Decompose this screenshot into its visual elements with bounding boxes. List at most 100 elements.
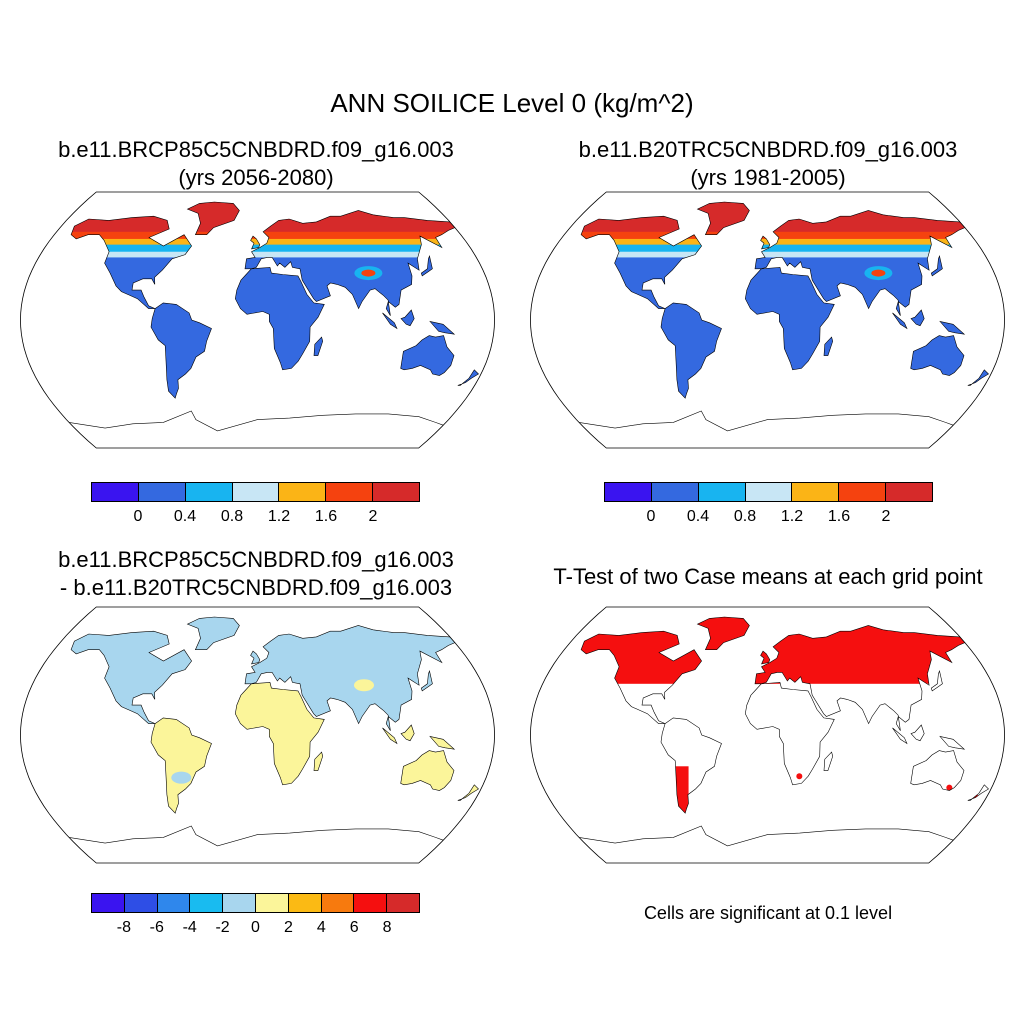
- colorbar-swatch: [326, 483, 374, 501]
- colorbar-swatch: [605, 483, 652, 501]
- land-fill-northamerica: [71, 216, 192, 309]
- coastline-japan: [420, 669, 433, 692]
- significant-region-north: [581, 617, 989, 684]
- coastline-japan: [930, 669, 943, 692]
- land-fill-madagascar: [824, 752, 833, 771]
- land-fill-newzealand: [457, 369, 479, 386]
- colorbar-tick-label: 0: [646, 508, 656, 525]
- colorbar-tick-label: -2: [215, 919, 230, 936]
- coastline-newguinea: [429, 320, 456, 335]
- land-fill-madagascar: [314, 337, 323, 356]
- coastline-northamerica: [70, 630, 192, 724]
- panel-1-title: b.e11.BRCP85C5CNBDRD.f09_g16.003 (yrs 20…: [0, 136, 512, 192]
- significant-cell: [796, 773, 803, 780]
- land-fill-sumatra: [892, 312, 907, 329]
- coastline-greenland: [696, 201, 750, 235]
- land-fill-australia: [910, 335, 964, 376]
- coastline-antarctica: [578, 825, 954, 847]
- colorbar-tick-label: 1.6: [314, 508, 338, 525]
- coastline-northamerica: [580, 630, 702, 724]
- panel-4-title-line1: T-Test of two Case means at each grid po…: [553, 564, 983, 589]
- coastline-australia: [910, 750, 965, 791]
- globe-outline: [530, 191, 1005, 449]
- land-fill-africa: [235, 267, 325, 370]
- colorbar-swatch: [157, 894, 191, 912]
- colorbar-swatch: [886, 483, 933, 501]
- coastline-madagascar: [313, 336, 324, 356]
- coastline-australia: [910, 335, 965, 376]
- colorbar-ticks-panel-2: 0 0.4 0.8 1.2 1.6 2: [604, 508, 933, 528]
- coastline-eurasia: [754, 625, 966, 731]
- colorbar-swatch: [124, 894, 158, 912]
- colorbar-tick-label: -4: [182, 919, 197, 936]
- colorbar-tick-label: 8: [382, 919, 392, 936]
- coastline-borneo: [400, 724, 415, 742]
- coastline-antarctica: [68, 825, 444, 847]
- colorbar-swatch: [279, 483, 327, 501]
- colorbar-tick-label: -8: [116, 919, 132, 936]
- land-fill-southamerica: [661, 718, 722, 813]
- coastline-eurasia: [244, 210, 456, 316]
- colorbar-tick-label: 2: [283, 919, 293, 936]
- panel-3-title: b.e11.BRCP85C5CNBDRD.f09_g16.003 - b.e11…: [0, 546, 512, 602]
- colorbar-swatch: [354, 894, 388, 912]
- coastline-antarctica: [68, 410, 444, 432]
- land-fill-australia: [911, 751, 964, 791]
- colorbar-tick-label: -6: [149, 919, 164, 936]
- coastline-japan: [420, 254, 433, 277]
- coastline-greenland: [186, 201, 240, 235]
- panel-3-title-line1: b.e11.BRCP85C5CNBDRD.f09_g16.003: [58, 547, 454, 572]
- land-fill-southamerica: [151, 302, 212, 399]
- panel-1-title-line2: (yrs 2056-2080): [178, 165, 334, 190]
- globe-outline: [530, 606, 1005, 864]
- coastline-uk: [760, 650, 771, 665]
- soilice-band: [581, 246, 965, 258]
- coastline-uk: [760, 235, 771, 250]
- colorbar-swatch: [92, 894, 125, 912]
- colorbar-tick-label: 1.6: [827, 508, 851, 525]
- coastline-newzealand: [457, 784, 479, 801]
- map-panel-1: [20, 191, 495, 449]
- land-fill-japan: [931, 256, 943, 276]
- colorbar-tick-label: 4: [316, 919, 326, 936]
- coastline-northamerica: [70, 215, 192, 309]
- diff-patch: [171, 771, 192, 784]
- colorbar-tick-label: 1.2: [267, 508, 291, 525]
- coastline-africa: [234, 682, 325, 786]
- colorbar-tick-label: 6: [349, 919, 359, 936]
- land-fill-madagascar: [824, 337, 833, 356]
- land-fill-japan: [421, 256, 433, 276]
- coastline-uk: [250, 235, 261, 250]
- coastline-sumatra: [892, 727, 908, 745]
- land-fill-eurasia: [245, 625, 455, 731]
- map-panel-4: [530, 606, 1005, 864]
- coastline-borneo: [400, 309, 415, 327]
- land-fill-northamerica: [71, 631, 192, 724]
- map-panel-3: [20, 606, 495, 864]
- map-panel-2: [530, 191, 1005, 449]
- soilice-band: [581, 241, 965, 252]
- colorbar-panel-1: [91, 482, 420, 502]
- coastline-southamerica: [150, 717, 212, 814]
- soilice-band: [71, 241, 455, 252]
- coastline-southamerica: [150, 302, 212, 399]
- land-fill-newguinea: [430, 736, 455, 750]
- colorbar-swatch: [373, 483, 420, 501]
- globe-outline: [20, 606, 495, 864]
- colorbar-swatch: [839, 483, 887, 501]
- coastline-africa: [744, 682, 835, 786]
- coastline-sumatra: [382, 727, 398, 745]
- colorbar-swatch: [321, 894, 355, 912]
- coastline-newguinea: [429, 735, 456, 750]
- coastline-madagascar: [823, 751, 834, 771]
- land-fill-africa: [745, 682, 834, 784]
- colorbar-tick-label: 0: [133, 508, 143, 525]
- colorbar-tick-label: 0.8: [733, 508, 757, 525]
- colorbar-tick-label: 0.4: [686, 508, 710, 525]
- colorbar-tick-label: 2: [881, 508, 891, 525]
- land-fill-newguinea: [940, 321, 965, 335]
- coastline-newguinea: [939, 320, 966, 335]
- colorbar-tick-label: 0.8: [220, 508, 244, 525]
- colorbar-swatch: [792, 483, 840, 501]
- coastline-borneo: [910, 724, 925, 742]
